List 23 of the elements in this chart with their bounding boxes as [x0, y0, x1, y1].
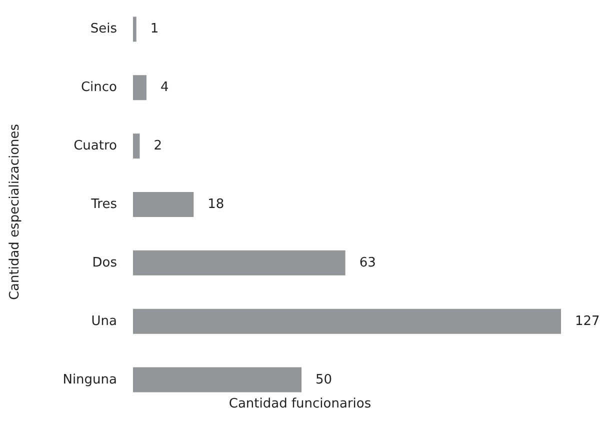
bar — [133, 250, 346, 276]
y-tick-label: Dos — [92, 255, 118, 270]
y-tick-label: Tres — [90, 197, 118, 212]
bar — [133, 367, 302, 392]
bar — [133, 16, 136, 42]
data-label: 2 — [154, 138, 162, 154]
bar — [133, 308, 561, 334]
y-tick-label: Cinco — [80, 80, 118, 96]
data-label: 18 — [208, 197, 224, 212]
x-axis-title: Cantidad funcionarios — [228, 396, 372, 412]
data-label: 50 — [316, 372, 332, 388]
bar — [133, 134, 140, 159]
y-tick-label: Cuatro — [74, 138, 118, 154]
bar — [133, 75, 146, 100]
y-tick-label: Ninguna — [62, 372, 117, 388]
data-label: 127 — [575, 314, 600, 329]
data-label: 63 — [359, 255, 376, 270]
y-tick-label: Seis — [90, 22, 118, 37]
bar — [133, 192, 194, 217]
data-label: 4 — [160, 80, 169, 96]
data-label: 1 — [150, 22, 159, 37]
y-tick-label: Una — [91, 314, 117, 329]
y-axis-title: Cantidad especializaciones — [8, 124, 22, 300]
